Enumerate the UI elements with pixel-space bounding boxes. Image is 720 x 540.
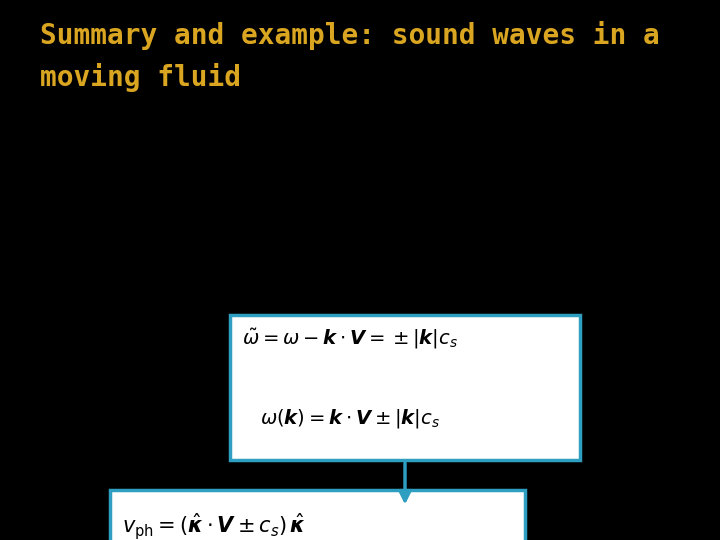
Text: $v_{\mathrm{ph}} = (\hat{\boldsymbol{\kappa}} \cdot \boldsymbol{V} \pm c_s)\, \h: $v_{\mathrm{ph}} = (\hat{\boldsymbol{\ka…: [122, 511, 306, 540]
Bar: [110, 490, 525, 540]
Text: Summary and example: sound waves in a: Summary and example: sound waves in a: [40, 21, 660, 50]
Text: moving fluid: moving fluid: [40, 63, 240, 92]
Bar: [230, 315, 580, 460]
FancyArrowPatch shape: [400, 463, 410, 501]
Text: $\tilde{\omega} = \omega - \boldsymbol{k} \cdot \boldsymbol{V} = \pm|\boldsymbol: $\tilde{\omega} = \omega - \boldsymbol{k…: [242, 327, 458, 352]
Text: $\omega(\boldsymbol{k}) = \boldsymbol{k} \cdot \boldsymbol{V} \pm |\boldsymbol{k: $\omega(\boldsymbol{k}) = \boldsymbol{k}…: [260, 407, 440, 430]
Text: $v_{\mathrm{ph}} = \dfrac{\omega(\boldsymbol{k})}{k}\, \dfrac{\boldsymbol{k}}{|\: $v_{\mathrm{ph}} = \dfrac{\omega(\boldsy…: [30, 176, 251, 222]
